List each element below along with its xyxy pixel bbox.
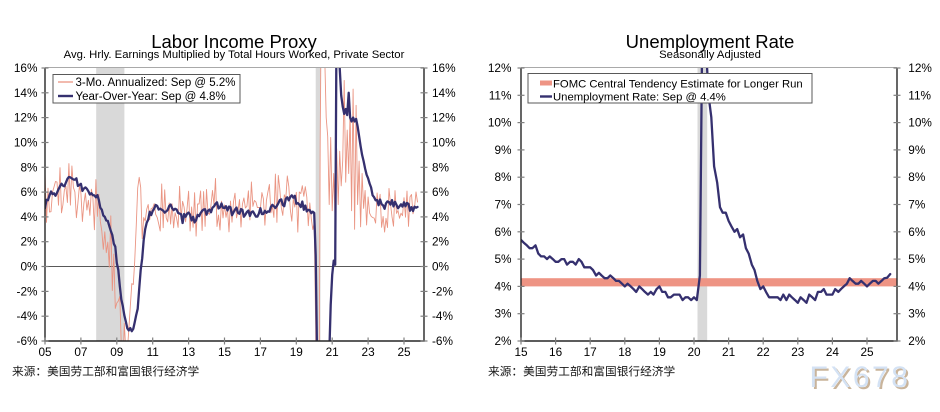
svg-text:4%: 4% <box>908 279 926 293</box>
svg-text:19: 19 <box>653 345 666 359</box>
svg-text:-4%: -4% <box>17 309 38 323</box>
svg-text:6%: 6% <box>20 185 38 199</box>
svg-text:10%: 10% <box>488 116 512 130</box>
svg-text:8%: 8% <box>432 160 450 174</box>
svg-text:25: 25 <box>860 345 874 359</box>
svg-text:0%: 0% <box>432 260 450 274</box>
svg-text:11: 11 <box>147 345 159 359</box>
svg-text:6%: 6% <box>432 185 450 199</box>
svg-text:Unemployment Rate: Sep @ 4.4%: Unemployment Rate: Sep @ 4.4% <box>553 91 726 103</box>
svg-text:10%: 10% <box>908 116 932 130</box>
svg-text:3-Mo. Annualized: Sep @ 5.2%: 3-Mo. Annualized: Sep @ 5.2% <box>76 77 236 89</box>
svg-text:FOMC Central Tendency Estimate: FOMC Central Tendency Estimate for Longe… <box>553 78 803 90</box>
svg-text:12%: 12% <box>14 111 38 125</box>
svg-text:22: 22 <box>757 345 770 359</box>
svg-text:-2%: -2% <box>17 284 38 298</box>
svg-text:8%: 8% <box>20 160 38 174</box>
svg-text:3%: 3% <box>908 307 926 321</box>
svg-text:Labor Income Proxy: Labor Income Proxy <box>151 31 317 52</box>
svg-text:19: 19 <box>290 345 303 359</box>
svg-text:24: 24 <box>826 345 840 359</box>
svg-text:FX678: FX678 <box>810 361 911 394</box>
svg-text:-6%: -6% <box>432 334 453 348</box>
svg-text:0%: 0% <box>20 260 38 274</box>
svg-text:15: 15 <box>218 345 232 359</box>
svg-text:25: 25 <box>397 345 411 359</box>
svg-text:14%: 14% <box>432 86 456 100</box>
svg-text:18: 18 <box>618 345 632 359</box>
svg-text:12%: 12% <box>908 61 932 75</box>
svg-text:10%: 10% <box>432 136 456 150</box>
svg-text:Year-Over-Year: Sep @ 4.8%: Year-Over-Year: Sep @ 4.8% <box>76 91 226 103</box>
svg-text:15: 15 <box>514 345 528 359</box>
svg-text:4%: 4% <box>494 279 512 293</box>
svg-text:21: 21 <box>722 345 735 359</box>
svg-text:5%: 5% <box>908 252 926 266</box>
svg-text:16%: 16% <box>432 61 456 75</box>
svg-text:17: 17 <box>584 345 597 359</box>
svg-text:5%: 5% <box>494 252 512 266</box>
svg-text:07: 07 <box>74 345 87 359</box>
svg-text:23: 23 <box>362 345 376 359</box>
svg-text:12%: 12% <box>488 61 512 75</box>
svg-text:6%: 6% <box>908 225 926 239</box>
svg-text:23: 23 <box>791 345 805 359</box>
svg-text:3%: 3% <box>494 307 512 321</box>
svg-text:17: 17 <box>254 345 267 359</box>
svg-text:10%: 10% <box>14 136 38 150</box>
svg-text:4%: 4% <box>20 210 38 224</box>
svg-text:Seasonally Adjusted: Seasonally Adjusted <box>659 49 761 61</box>
svg-text:7%: 7% <box>908 198 926 212</box>
svg-text:11%: 11% <box>908 88 931 102</box>
svg-text:12%: 12% <box>432 111 456 125</box>
svg-text:6%: 6% <box>494 225 512 239</box>
svg-text:8%: 8% <box>494 170 512 184</box>
svg-text:11%: 11% <box>489 88 512 102</box>
svg-text:2%: 2% <box>494 334 512 348</box>
svg-text:16: 16 <box>549 345 563 359</box>
svg-text:4%: 4% <box>432 210 450 224</box>
svg-text:-4%: -4% <box>432 309 453 323</box>
svg-text:FX678: FX678 <box>812 363 913 396</box>
svg-text:7%: 7% <box>494 198 512 212</box>
svg-text:8%: 8% <box>908 170 926 184</box>
svg-text:21: 21 <box>326 345 339 359</box>
svg-text:13: 13 <box>182 345 196 359</box>
svg-text:9%: 9% <box>494 143 512 157</box>
svg-text:Unemployment Rate: Unemployment Rate <box>626 31 795 52</box>
svg-text:2%: 2% <box>908 334 926 348</box>
svg-text:09: 09 <box>110 345 123 359</box>
svg-text:16%: 16% <box>14 61 38 75</box>
svg-text:14%: 14% <box>14 86 38 100</box>
svg-text:2%: 2% <box>20 235 38 249</box>
svg-text:05: 05 <box>38 345 52 359</box>
svg-text:-2%: -2% <box>432 284 453 298</box>
svg-text:Avg. Hrly. Earnings Multiplied: Avg. Hrly. Earnings Multiplied by Total … <box>64 49 405 61</box>
svg-text:20: 20 <box>687 345 701 359</box>
svg-text:-6%: -6% <box>17 334 38 348</box>
svg-text:9%: 9% <box>908 143 926 157</box>
svg-text:2%: 2% <box>432 235 450 249</box>
